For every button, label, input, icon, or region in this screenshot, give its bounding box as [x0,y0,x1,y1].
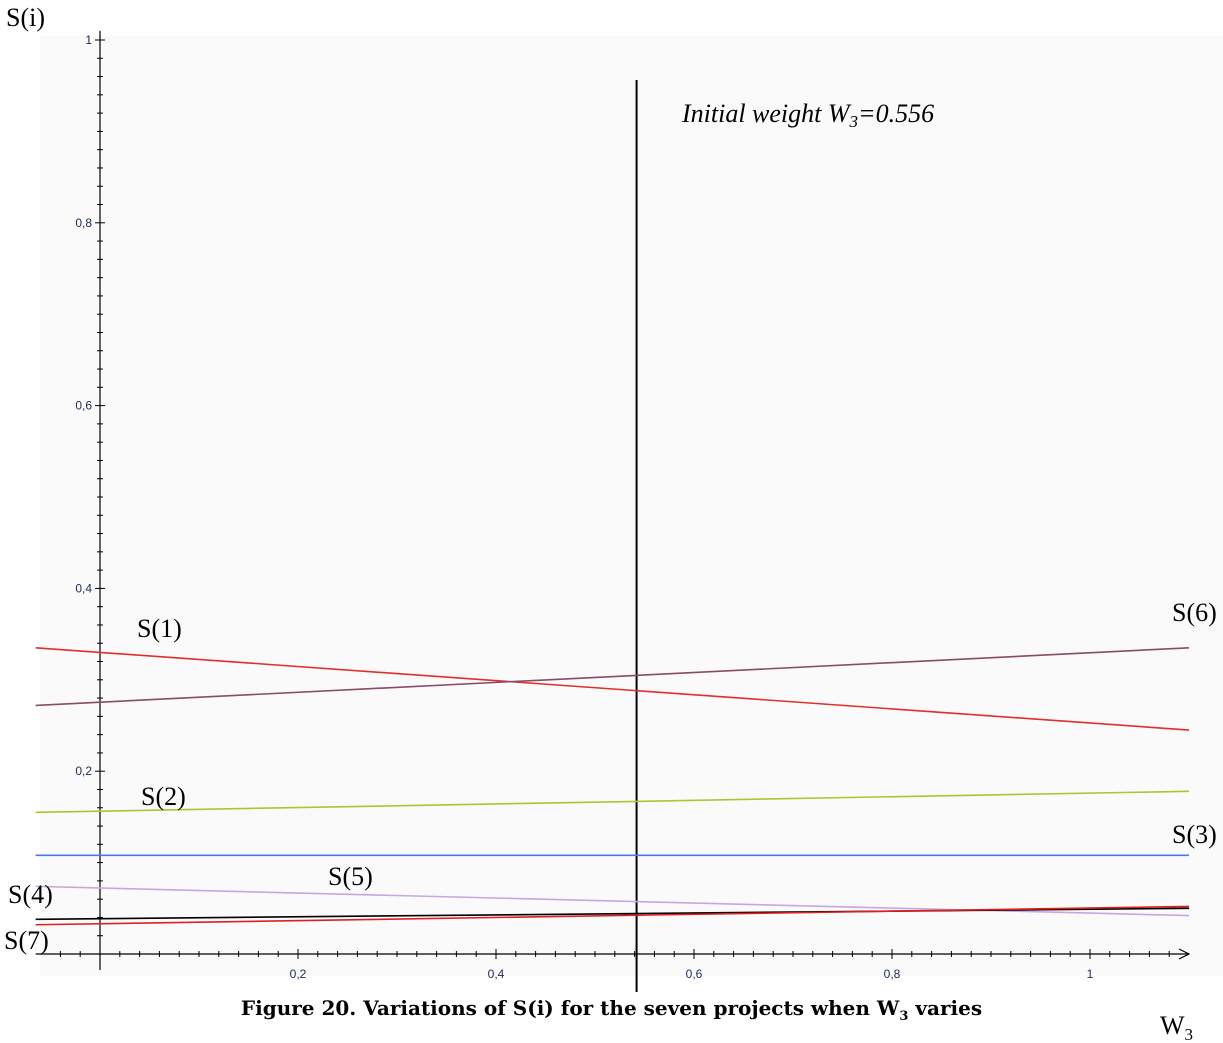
figure-caption: Figure 20. Variations of S(i) for the se… [0,996,1223,1024]
series-layer [35,647,1190,926]
initial-weight-label: Initial weight W3=0.556 [681,99,934,131]
series-line [35,885,1190,917]
series-line [35,647,1190,731]
axes-layer [35,30,1191,992]
series-name-label: S(1) [137,614,182,643]
series-name-label: S(6) [1172,598,1217,627]
x-tick-label: 1 [1087,967,1094,981]
series-line [35,647,1190,707]
series-name-label: S(2) [141,782,186,811]
x-tick-label: 0,8 [884,967,901,981]
caption-suffix: varies [908,996,983,1020]
x-tick-label: 0,6 [686,967,703,981]
x-axis-title: W3 [1160,1011,1193,1043]
caption-subscript: 3 [899,1009,909,1024]
y-tick-label: 0,8 [75,216,92,230]
y-tick-label: 0,6 [75,399,92,413]
series-name-label: S(4) [8,880,53,909]
series-name-label: S(7) [4,926,49,955]
series-line [35,790,1190,814]
y-tick-label: 1 [85,33,92,47]
y-tick-label: 0,4 [75,581,92,595]
caption-prefix: Figure 20. Variations of S(i) for the se… [240,996,900,1020]
label-layer: 0,2 0,4 0,6 0,8 1 0,2 0,4 0,6 0,8 1 Initial weight… [4,3,1217,1043]
x-axis-arrow [1178,948,1191,960]
y-axis-title: S(i) [6,3,45,32]
series-line [35,905,1190,926]
series-name-label: S(5) [328,862,373,891]
x-tick-label: 0,2 [290,967,307,981]
plot-area [40,36,1223,976]
y-tick-label: 0,2 [75,764,92,778]
x-tick-label: 0,4 [488,967,505,981]
series-name-label: S(3) [1172,820,1217,849]
